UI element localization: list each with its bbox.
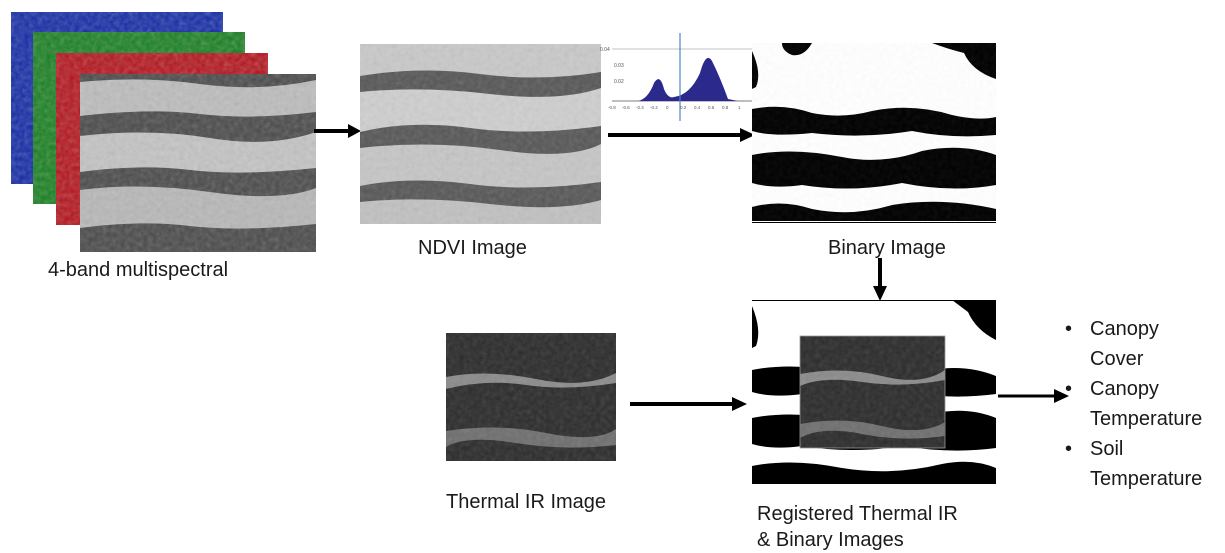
thermal-ir-image — [446, 333, 616, 461]
bullet-icon: • — [1065, 378, 1073, 400]
output-line1: Canopy — [1090, 318, 1159, 340]
histogram-x-tick: -0.2 — [650, 105, 658, 110]
output-line1: Canopy — [1090, 378, 1159, 400]
histogram-x-tick: -0.6 — [622, 105, 630, 110]
histogram-y-tick: 0.02 — [614, 79, 624, 85]
outputs-list: • Canopy Cover • Canopy Temperature • So… — [1063, 314, 1202, 494]
bullet-icon: • — [1065, 438, 1073, 460]
arrow-to-outputs — [998, 389, 1069, 403]
arrow-to-ndvi — [314, 124, 361, 138]
output-line1: Soil — [1090, 438, 1124, 460]
output-item: • Canopy Cover — [1063, 314, 1202, 374]
histogram-x-tick: 0.8 — [722, 105, 729, 110]
ndvi-label: NDVI Image — [418, 237, 527, 259]
histogram-x-tick: 0.2 — [680, 105, 687, 110]
binary-label: Binary Image — [828, 237, 946, 259]
arrow-to-binary — [608, 128, 755, 142]
registered-label-line2: & Binary Images — [757, 529, 904, 551]
histogram-x-tick: 1 — [738, 105, 741, 110]
histogram-x-tick: -0.4 — [636, 105, 644, 110]
histogram-x-tick: 0.6 — [708, 105, 715, 110]
histogram-x-tick: 0 — [666, 105, 669, 110]
arrow-down-to-registered — [873, 258, 887, 301]
output-item: • Canopy Temperature — [1063, 374, 1202, 434]
thermal-label: Thermal IR Image — [446, 491, 607, 513]
registered-label-line1: Registered Thermal IR — [757, 503, 958, 525]
output-item: • Soil Temperature — [1063, 434, 1202, 494]
nir-band-image — [80, 74, 316, 252]
bullet-icon: • — [1065, 318, 1073, 340]
histogram-x-tick: -0.8 — [608, 105, 616, 110]
ndvi-histogram: 0.04 0.03 0.02 -0.8 -0.6 -0.4 -0.2 0 0.2… — [598, 33, 752, 123]
output-line2: Cover — [1090, 348, 1144, 370]
output-line2: Temperature — [1090, 468, 1203, 490]
histogram-x-tick: 0.4 — [694, 105, 701, 110]
output-line2: Temperature — [1090, 408, 1203, 430]
binary-image — [752, 43, 996, 223]
registered-image — [752, 300, 996, 484]
multispectral-label: 4-band multispectral — [48, 259, 229, 281]
histogram-y-tick: 0.04 — [600, 47, 610, 53]
histogram-y-tick: 0.03 — [614, 63, 624, 69]
arrow-to-registered — [630, 397, 747, 411]
ndvi-image — [360, 44, 601, 224]
